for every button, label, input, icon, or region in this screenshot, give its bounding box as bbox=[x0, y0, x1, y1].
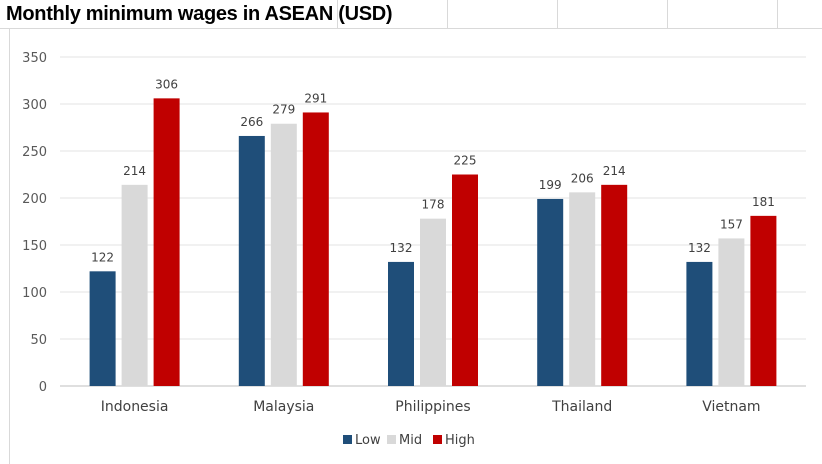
spreadsheet-row-gutter bbox=[0, 28, 10, 464]
legend-swatch-high bbox=[433, 435, 442, 444]
y-tick-label: 200 bbox=[22, 192, 47, 207]
data-label: 291 bbox=[304, 91, 327, 105]
legend-swatch-low bbox=[343, 435, 352, 444]
y-tick-label: 250 bbox=[22, 145, 47, 160]
x-tick-label: Malaysia bbox=[253, 399, 314, 415]
data-label: 266 bbox=[240, 115, 263, 129]
bar-high bbox=[153, 98, 180, 387]
data-label: 214 bbox=[603, 164, 626, 178]
bar-mid bbox=[121, 184, 148, 386]
bar-low bbox=[388, 261, 414, 386]
spreadsheet-header-row bbox=[0, 0, 822, 29]
y-tick-label: 350 bbox=[22, 51, 47, 66]
legend-label: Low bbox=[355, 433, 381, 448]
column-divider bbox=[777, 0, 778, 28]
bar-mid bbox=[569, 192, 596, 386]
legend-swatch-mid bbox=[387, 435, 396, 444]
x-tick-label: Philippines bbox=[395, 399, 470, 415]
bar-mid bbox=[270, 123, 297, 387]
data-label: 181 bbox=[752, 195, 775, 209]
data-label: 199 bbox=[539, 178, 562, 192]
bar-low bbox=[686, 261, 713, 386]
legend-label: Mid bbox=[399, 433, 422, 448]
chart-title: Monthly minimum wages in ASEAN (USD) bbox=[6, 3, 393, 25]
bar-low bbox=[89, 271, 116, 386]
column-divider bbox=[337, 0, 338, 28]
x-tick-label: Vietnam bbox=[702, 399, 760, 415]
data-label: 225 bbox=[454, 154, 477, 168]
column-divider bbox=[447, 0, 448, 28]
bar-low bbox=[238, 135, 265, 386]
bar-mid bbox=[718, 238, 745, 386]
data-label: 178 bbox=[422, 198, 445, 212]
data-label: 279 bbox=[272, 103, 295, 117]
bar-high bbox=[452, 174, 478, 386]
bar-low bbox=[537, 198, 564, 386]
data-label: 132 bbox=[688, 241, 711, 255]
y-tick-label: 50 bbox=[30, 333, 47, 348]
bar-high bbox=[601, 184, 628, 386]
data-label: 132 bbox=[390, 241, 413, 255]
column-divider bbox=[667, 0, 668, 28]
y-tick-label: 300 bbox=[22, 98, 47, 113]
y-tick-label: 100 bbox=[22, 286, 47, 301]
data-label: 157 bbox=[720, 217, 743, 231]
data-label: 306 bbox=[155, 77, 178, 91]
y-tick-label: 0 bbox=[39, 380, 47, 395]
x-tick-label: Indonesia bbox=[101, 399, 169, 415]
bar-mid bbox=[420, 218, 446, 386]
y-tick-label: 150 bbox=[22, 239, 47, 254]
bar-high bbox=[750, 215, 777, 386]
legend-label: High bbox=[445, 433, 475, 448]
data-label: 214 bbox=[123, 164, 146, 178]
data-label: 122 bbox=[91, 250, 114, 264]
x-tick-label: Thailand bbox=[551, 399, 612, 415]
column-divider bbox=[557, 0, 558, 28]
data-label: 206 bbox=[571, 171, 594, 185]
bar-high bbox=[302, 112, 329, 387]
